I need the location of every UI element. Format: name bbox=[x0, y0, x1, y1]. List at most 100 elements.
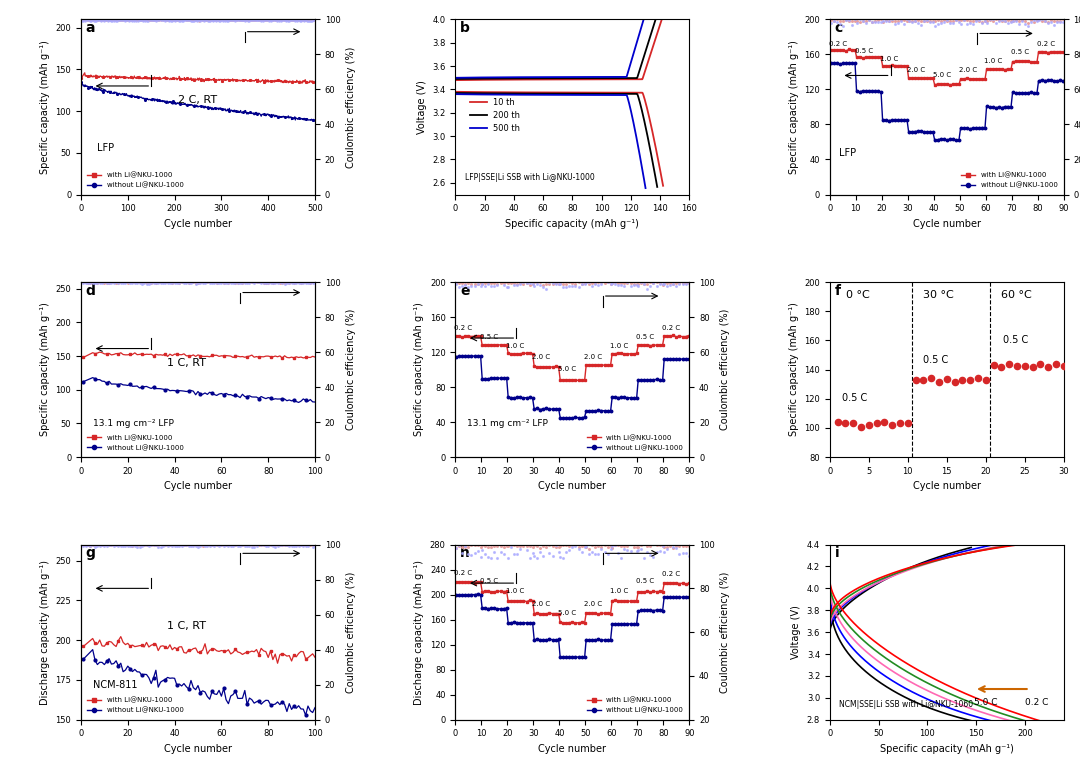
Point bbox=[121, 539, 138, 552]
Point bbox=[834, 20, 851, 33]
Point bbox=[866, 16, 883, 28]
Point bbox=[222, 540, 240, 552]
Point bbox=[564, 538, 581, 551]
Point bbox=[1042, 16, 1059, 28]
Point bbox=[183, 15, 200, 27]
Point bbox=[91, 277, 108, 289]
Point bbox=[233, 13, 251, 26]
Point bbox=[454, 541, 471, 553]
Point bbox=[926, 19, 943, 32]
Point bbox=[680, 550, 698, 562]
Point bbox=[194, 14, 212, 26]
Point bbox=[275, 14, 293, 26]
Point bbox=[73, 15, 91, 27]
Point bbox=[159, 14, 176, 26]
Point bbox=[285, 14, 302, 26]
Point bbox=[837, 14, 854, 26]
Point bbox=[279, 14, 296, 26]
Point bbox=[851, 12, 868, 25]
Point bbox=[630, 280, 647, 293]
Point bbox=[271, 13, 288, 26]
Point bbox=[103, 15, 120, 27]
Point bbox=[267, 541, 284, 554]
Point bbox=[677, 546, 694, 559]
Point bbox=[171, 14, 188, 26]
Point bbox=[284, 13, 301, 26]
Point bbox=[187, 277, 204, 289]
Point bbox=[521, 552, 538, 564]
Point bbox=[900, 417, 917, 429]
Point bbox=[93, 14, 110, 26]
Point bbox=[259, 538, 276, 551]
Point bbox=[947, 14, 964, 26]
Point bbox=[299, 540, 316, 552]
Point bbox=[140, 13, 158, 26]
Point bbox=[178, 14, 195, 26]
Point bbox=[89, 14, 106, 26]
Point bbox=[625, 541, 643, 553]
Point bbox=[174, 14, 191, 26]
Point bbox=[918, 15, 935, 27]
Point bbox=[177, 277, 195, 289]
Point bbox=[98, 277, 116, 289]
Point bbox=[136, 276, 153, 289]
Point bbox=[638, 539, 656, 552]
Point bbox=[211, 276, 228, 289]
Point bbox=[220, 277, 238, 289]
Point bbox=[187, 14, 204, 26]
Point bbox=[166, 277, 184, 289]
Point bbox=[599, 275, 617, 288]
Point bbox=[509, 540, 526, 552]
Point bbox=[651, 277, 669, 289]
Point bbox=[124, 14, 141, 26]
Point bbox=[239, 538, 256, 551]
Text: 1.0 C: 1.0 C bbox=[507, 342, 524, 349]
Point bbox=[131, 277, 148, 289]
Point bbox=[208, 276, 226, 289]
Point bbox=[91, 540, 108, 552]
Point bbox=[85, 13, 103, 26]
500 th bbox=[605, 90, 618, 100]
Point bbox=[248, 14, 266, 26]
Point bbox=[173, 276, 190, 289]
Point bbox=[108, 539, 124, 552]
Point bbox=[863, 16, 880, 28]
Point bbox=[269, 14, 286, 26]
Point bbox=[82, 277, 99, 289]
Point bbox=[170, 14, 187, 26]
Point bbox=[596, 275, 613, 288]
Point bbox=[289, 539, 308, 552]
Point bbox=[135, 15, 152, 27]
Point bbox=[252, 14, 269, 26]
Point bbox=[190, 14, 207, 26]
Point bbox=[935, 16, 953, 28]
Point bbox=[148, 14, 165, 26]
Point bbox=[82, 539, 99, 552]
Point bbox=[285, 276, 302, 289]
Point bbox=[112, 13, 130, 26]
Point bbox=[180, 538, 198, 551]
Point bbox=[307, 540, 324, 552]
Point bbox=[117, 540, 134, 552]
Point bbox=[235, 13, 253, 26]
Point bbox=[126, 276, 144, 289]
Point bbox=[526, 539, 543, 552]
Text: 5.0 C: 5.0 C bbox=[932, 72, 950, 79]
Point bbox=[230, 14, 247, 26]
Point bbox=[89, 277, 106, 289]
Point bbox=[81, 14, 98, 26]
Point bbox=[498, 276, 515, 289]
Point bbox=[80, 14, 97, 26]
Text: d: d bbox=[85, 284, 95, 298]
Point bbox=[491, 275, 509, 288]
Point bbox=[133, 539, 150, 552]
Point bbox=[287, 277, 305, 289]
Y-axis label: Voltage (V): Voltage (V) bbox=[417, 80, 427, 134]
Point bbox=[147, 539, 164, 552]
Point bbox=[627, 277, 645, 289]
Point bbox=[121, 14, 138, 26]
Point bbox=[909, 17, 927, 30]
Point bbox=[586, 548, 604, 560]
Point bbox=[273, 538, 291, 551]
Point bbox=[858, 15, 875, 27]
